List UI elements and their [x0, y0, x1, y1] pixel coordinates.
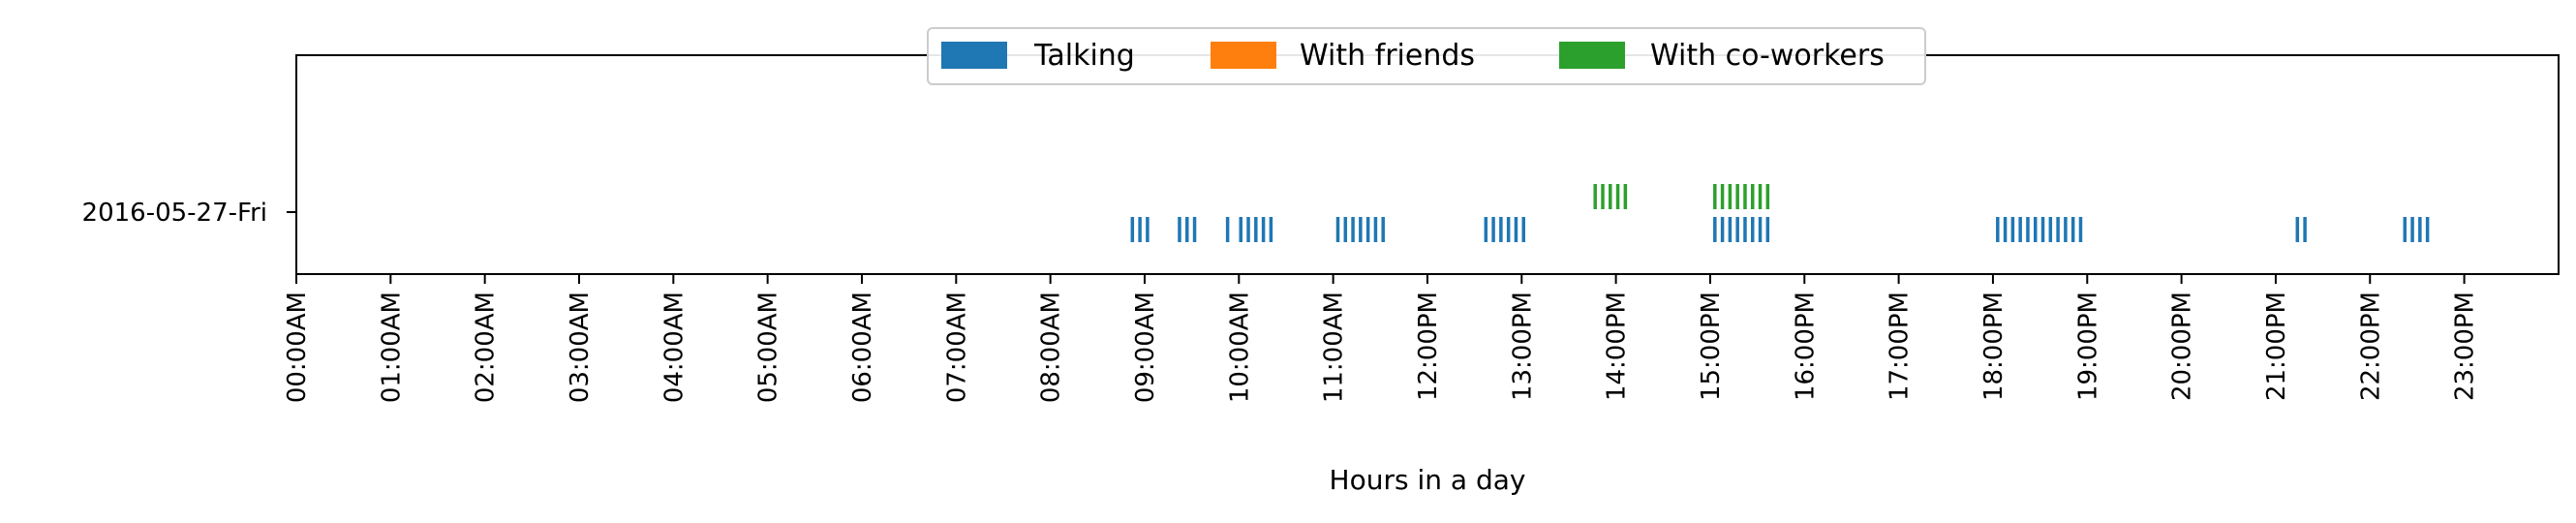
legend: Talking With friends With co-workers [927, 27, 1926, 85]
x-tick-label: 22:00PM [2356, 292, 2385, 401]
x-tick-label: 00:00AM [283, 292, 312, 403]
y-tick-label: 2016-05-27-Fri [82, 199, 267, 228]
legend-swatch-with-friends [1211, 42, 1276, 69]
x-tick-label: 04:00AM [659, 292, 689, 403]
x-axis: 00:00AM 01:00AM 02:00AM 03:00AM 04:00AM 05:00… [283, 274, 2480, 403]
x-tick-label: 16:00PM [1791, 292, 1820, 401]
legend-label-talking: Talking [1033, 39, 1135, 73]
plot-area [295, 54, 2560, 275]
legend-frame [927, 27, 1926, 85]
y-axis: 2016-05-27-Fri [82, 199, 296, 228]
x-tick-label: 01:00AM [377, 292, 406, 403]
x-tick-label: 13:00PM [1508, 292, 1537, 401]
x-tick-label: 09:00AM [1131, 292, 1160, 403]
x-tick-label: 03:00AM [566, 292, 595, 403]
x-axis-label: Hours in a day [1330, 464, 1526, 496]
legend-label-with-co-workers: With co-workers [1650, 39, 1885, 73]
x-tick-label: 10:00AM [1225, 292, 1254, 403]
x-tick-label: 20:00PM [2168, 292, 2197, 401]
x-tick-label: 21:00PM [2262, 292, 2291, 401]
x-tick-label: 08:00AM [1037, 292, 1066, 403]
x-tick-label: 15:00PM [1697, 292, 1726, 401]
x-tick-label: 07:00AM [942, 292, 971, 403]
legend-swatch-with-co-workers [1559, 42, 1625, 69]
x-tick-label: 19:00PM [2073, 292, 2102, 401]
x-tick-label: 11:00AM [1320, 292, 1349, 403]
x-tick-label: 18:00PM [1979, 292, 2009, 401]
x-tick-label: 23:00PM [2451, 292, 2480, 401]
event-marks [1130, 184, 2430, 242]
x-tick-label: 02:00AM [472, 292, 501, 403]
legend-swatch-talking [941, 42, 1007, 69]
legend-label-with-friends: With friends [1300, 39, 1475, 73]
x-tick-label: 17:00PM [1886, 292, 1915, 401]
x-tick-label: 12:00PM [1414, 292, 1443, 401]
x-tick-label: 14:00PM [1603, 292, 1632, 401]
x-tick-label: 06:00AM [848, 292, 877, 403]
x-tick-label: 05:00AM [754, 292, 783, 403]
